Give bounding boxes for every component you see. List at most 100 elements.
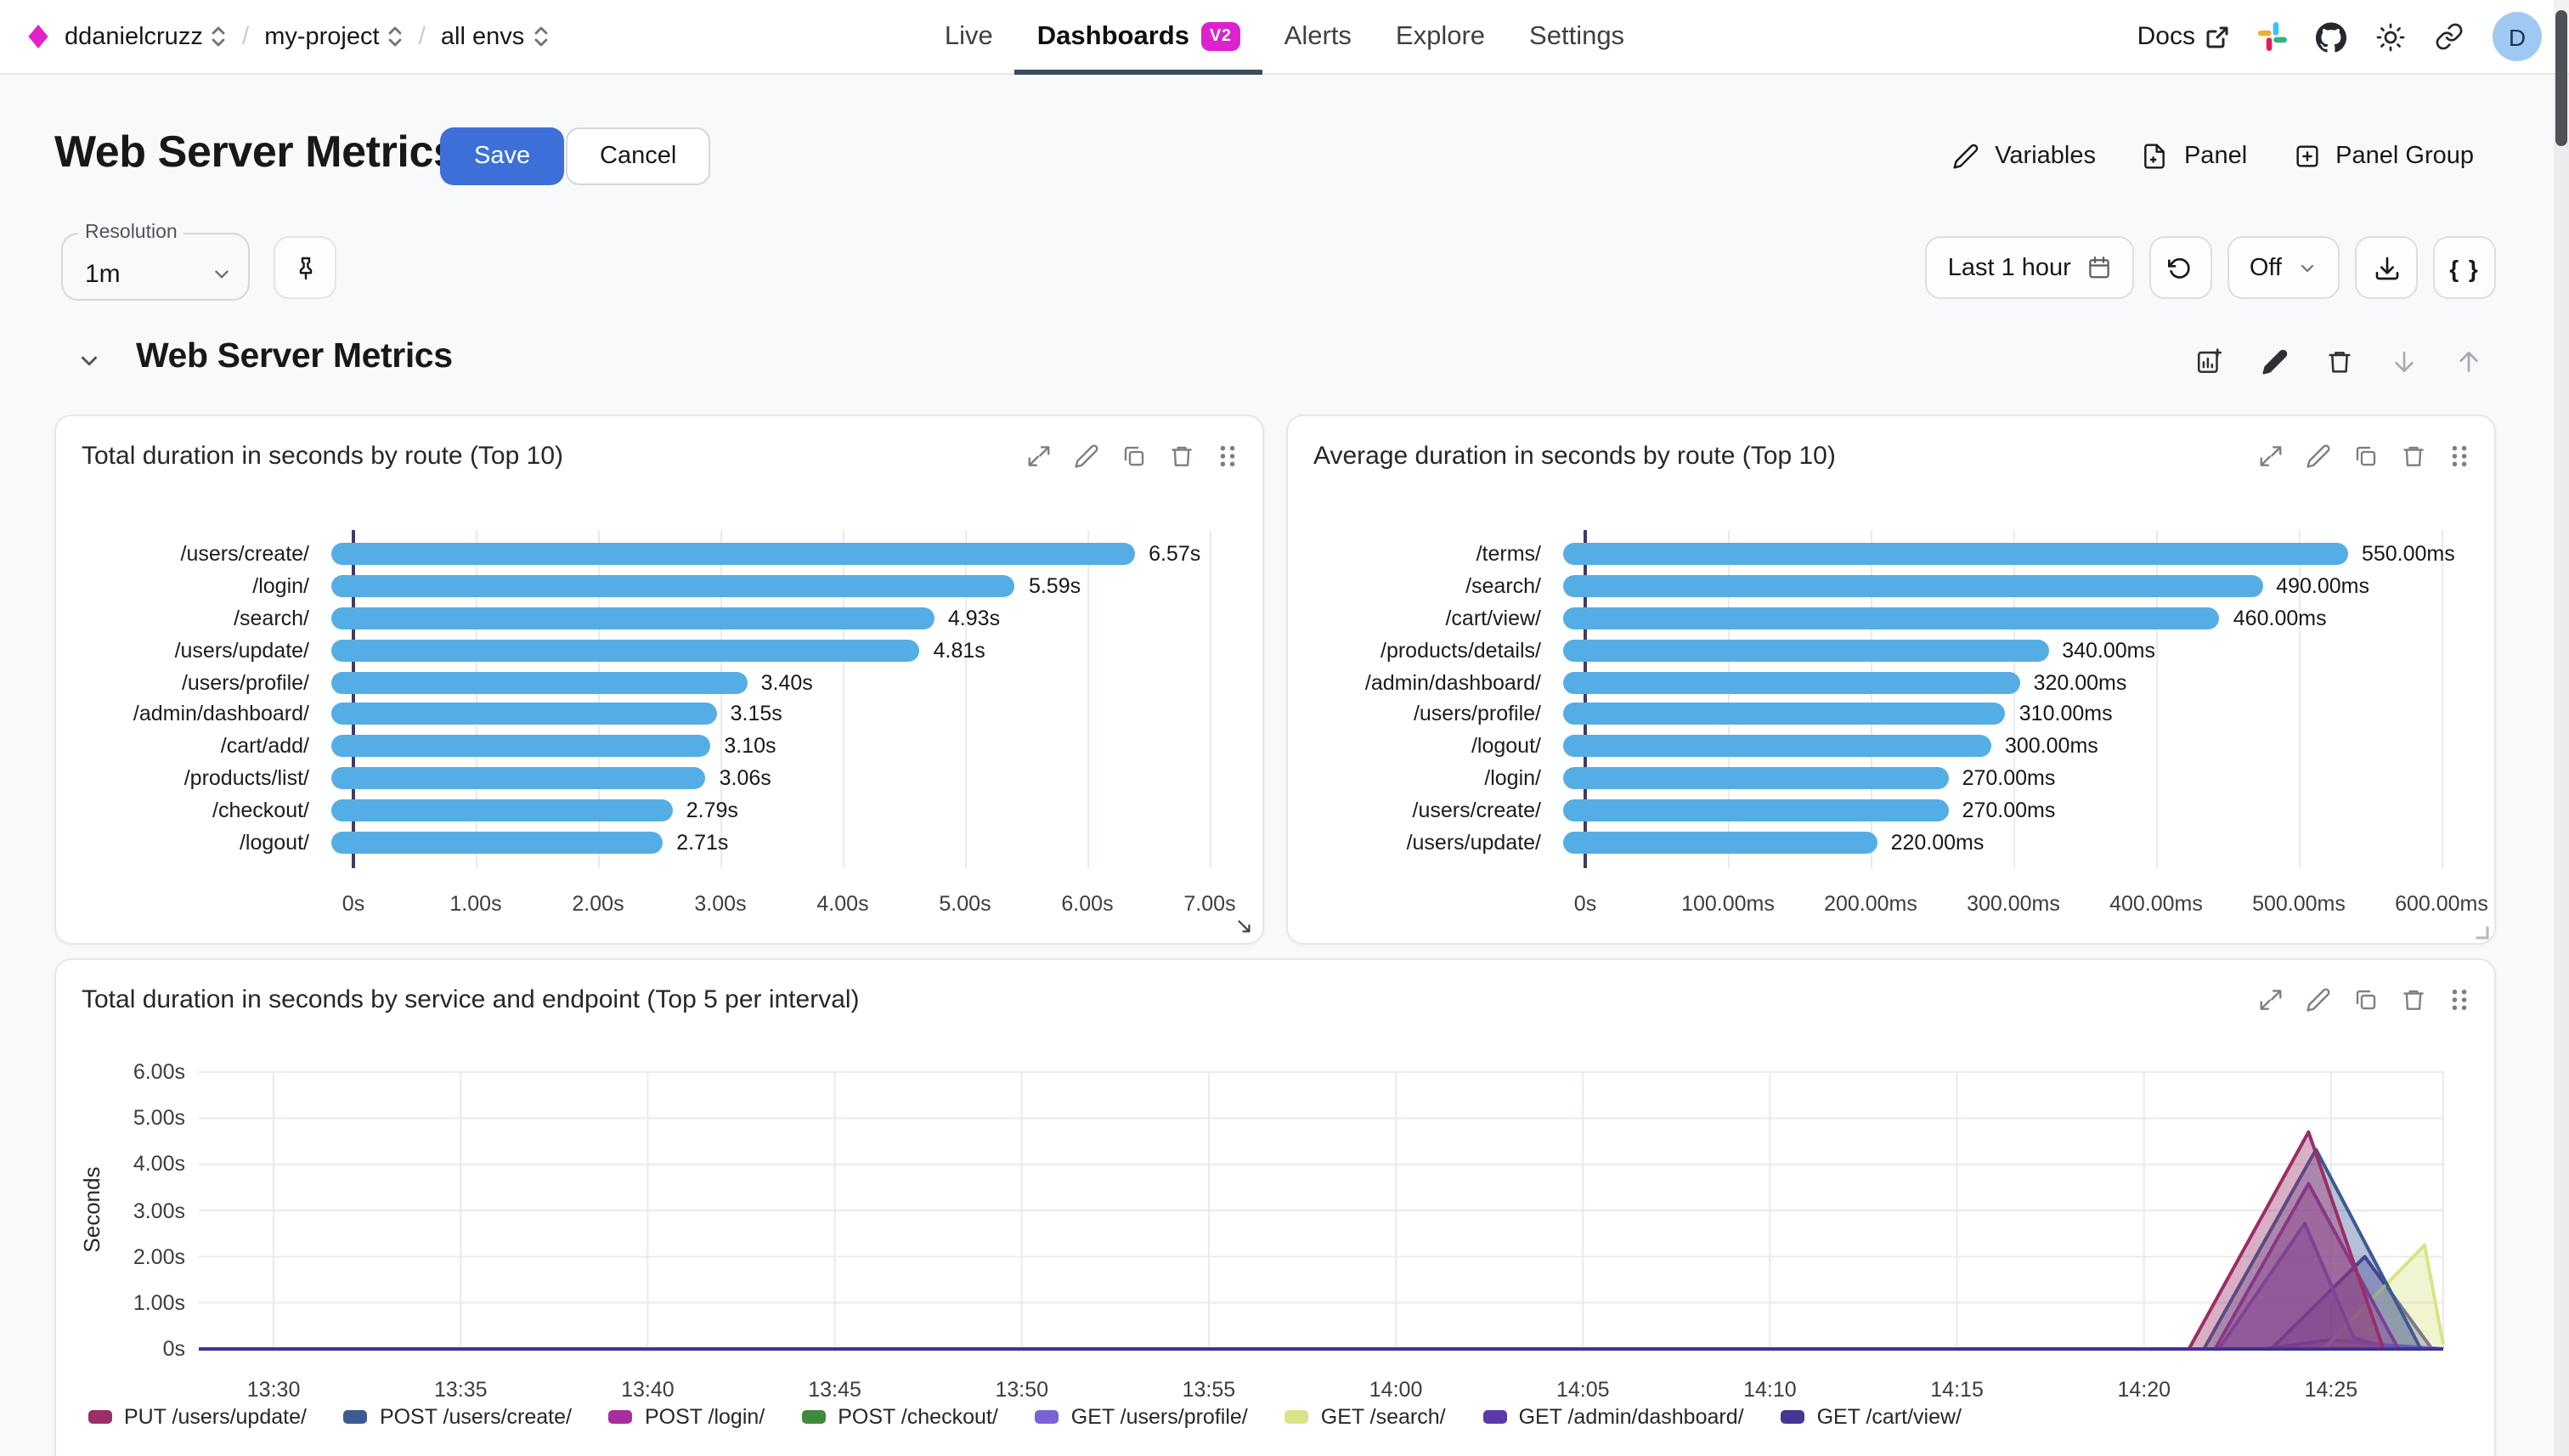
delete-panel-icon[interactable] (2401, 443, 2426, 468)
breadcrumb-env[interactable]: all envs (441, 23, 548, 50)
duplicate-panel-icon[interactable] (1121, 443, 1147, 468)
tab-live[interactable]: Live (923, 0, 1015, 74)
bar[interactable] (331, 703, 717, 725)
expand-icon[interactable] (2258, 986, 2284, 1012)
delete-panel-icon[interactable] (1169, 443, 1194, 468)
bar[interactable] (1563, 735, 1991, 758)
bar[interactable] (1563, 831, 1877, 854)
bar[interactable] (331, 575, 1015, 598)
bar-category-label: /login/ (1484, 765, 1541, 790)
tab-label: Dashboards (1036, 21, 1189, 50)
bar[interactable] (1563, 703, 2006, 725)
refresh-button[interactable] (2148, 236, 2212, 299)
chart-x-axis: 0s 100.00ms 200.00ms 300.00ms 400.00ms 500.00… (1574, 892, 2488, 919)
legend-label: GET /admin/dashboard/ (1518, 1405, 1744, 1429)
breadcrumb-org[interactable]: ddanielcruzz (65, 23, 227, 50)
delete-panel-icon[interactable] (2401, 986, 2426, 1012)
legend-item[interactable]: GET /search/ (1284, 1405, 1446, 1429)
slack-icon[interactable] (2258, 22, 2287, 51)
move-up-icon[interactable] (2455, 347, 2482, 375)
bar[interactable] (1563, 639, 2049, 662)
save-button[interactable]: Save (440, 127, 565, 185)
bar-track: 490.00ms (1563, 571, 2419, 603)
panel-title: Average duration in seconds by route (To… (1313, 441, 1836, 470)
edit-panel-icon[interactable] (2306, 443, 2331, 468)
bar[interactable] (1563, 671, 2020, 694)
bar[interactable] (331, 799, 673, 821)
theme-toggle-icon[interactable] (2375, 21, 2406, 52)
add-chart-icon[interactable] (2195, 347, 2224, 375)
share-link-icon[interactable] (2435, 22, 2464, 51)
legend-item[interactable]: POST /checkout/ (802, 1405, 998, 1429)
bar[interactable] (331, 607, 934, 629)
legend-item[interactable]: GET /users/profile/ (1035, 1405, 1248, 1429)
legend-item[interactable]: POST /users/create/ (343, 1405, 572, 1429)
move-down-icon[interactable] (2391, 347, 2418, 375)
bar-category-label: /users/update/ (174, 638, 309, 663)
bar-value-label: 270.00ms (1962, 765, 2056, 790)
drag-handle-icon[interactable] (2448, 443, 2470, 468)
bar[interactable] (331, 639, 920, 662)
legend-item[interactable]: GET /admin/dashboard/ (1482, 1405, 1744, 1429)
legend-item[interactable]: POST /login/ (608, 1405, 765, 1429)
add-panel-button[interactable]: Panel (2142, 143, 2247, 170)
bar[interactable] (331, 831, 663, 854)
duplicate-panel-icon[interactable] (2353, 986, 2379, 1012)
scrollbar-thumb[interactable] (2555, 10, 2567, 146)
tab-dashboards[interactable]: Dashboards V2 (1014, 0, 1262, 74)
expand-icon[interactable] (2258, 443, 2284, 468)
expand-icon[interactable] (1026, 443, 1052, 468)
legend-item[interactable]: PUT /users/update/ (88, 1405, 307, 1429)
drag-handle-icon[interactable] (2448, 986, 2470, 1012)
bar[interactable] (1563, 766, 1949, 789)
scrollbar-track[interactable] (2554, 0, 2569, 1456)
legend-label: GET /search/ (1320, 1405, 1446, 1429)
bar[interactable] (1563, 607, 2220, 629)
time-range-button[interactable]: Last 1 hour (1925, 236, 2134, 299)
delete-section-icon[interactable] (2326, 347, 2353, 375)
docs-link[interactable]: Docs (2137, 22, 2229, 51)
bar-gridline (598, 530, 600, 868)
x-tick-label: 1.00s (449, 891, 502, 916)
resize-handle-icon[interactable] (1234, 916, 1256, 938)
avatar-initial: D (2508, 23, 2527, 50)
variables-button[interactable]: Variables (1952, 143, 2096, 170)
title-actions: Variables Panel Panel Group (1952, 127, 2474, 185)
edit-panel-icon[interactable] (1074, 443, 1099, 468)
bar[interactable] (331, 766, 706, 789)
collapse-chevron-icon[interactable] (76, 348, 102, 374)
cancel-button[interactable]: Cancel (566, 127, 711, 185)
bar-track: 3.15s (331, 698, 1188, 731)
bar-row: /login/270.00ms (1310, 762, 2494, 794)
tab-settings[interactable]: Settings (1507, 0, 1646, 74)
resolution-select[interactable]: Resolution 1m (61, 223, 250, 301)
json-button[interactable]: { } (2433, 236, 2496, 299)
bar-value-label: 3.10s (724, 734, 776, 759)
drag-handle-icon[interactable] (1217, 443, 1239, 468)
pin-button[interactable] (274, 236, 336, 299)
bar-row: /users/create/270.00ms (1310, 794, 2494, 827)
bar[interactable] (1563, 575, 2263, 598)
download-button[interactable] (2355, 236, 2418, 299)
add-panel-group-button[interactable]: Panel Group (2293, 143, 2474, 170)
auto-refresh-select[interactable]: Off (2227, 236, 2340, 299)
edit-section-icon[interactable] (2261, 347, 2289, 375)
bar-gridline (843, 530, 844, 868)
breadcrumb-project[interactable]: my-project (264, 23, 403, 50)
bar-gridline (720, 530, 722, 868)
x-tick-label: 5.00s (939, 891, 991, 916)
bar[interactable] (331, 671, 748, 694)
legend-item[interactable]: GET /cart/view/ (1781, 1405, 1962, 1429)
bar[interactable] (1563, 543, 2348, 566)
edit-panel-icon[interactable] (2306, 986, 2331, 1012)
github-icon[interactable] (2316, 21, 2346, 52)
tab-alerts[interactable]: Alerts (1262, 0, 1374, 74)
resize-corner-icon[interactable] (2472, 923, 2489, 940)
bar[interactable] (331, 543, 1136, 566)
user-avatar[interactable]: D (2493, 12, 2542, 61)
bar[interactable] (331, 735, 711, 758)
tab-explore[interactable]: Explore (1374, 0, 1507, 74)
chart-gridlines (1584, 530, 2443, 868)
bar[interactable] (1563, 799, 1949, 821)
duplicate-panel-icon[interactable] (2353, 443, 2379, 468)
